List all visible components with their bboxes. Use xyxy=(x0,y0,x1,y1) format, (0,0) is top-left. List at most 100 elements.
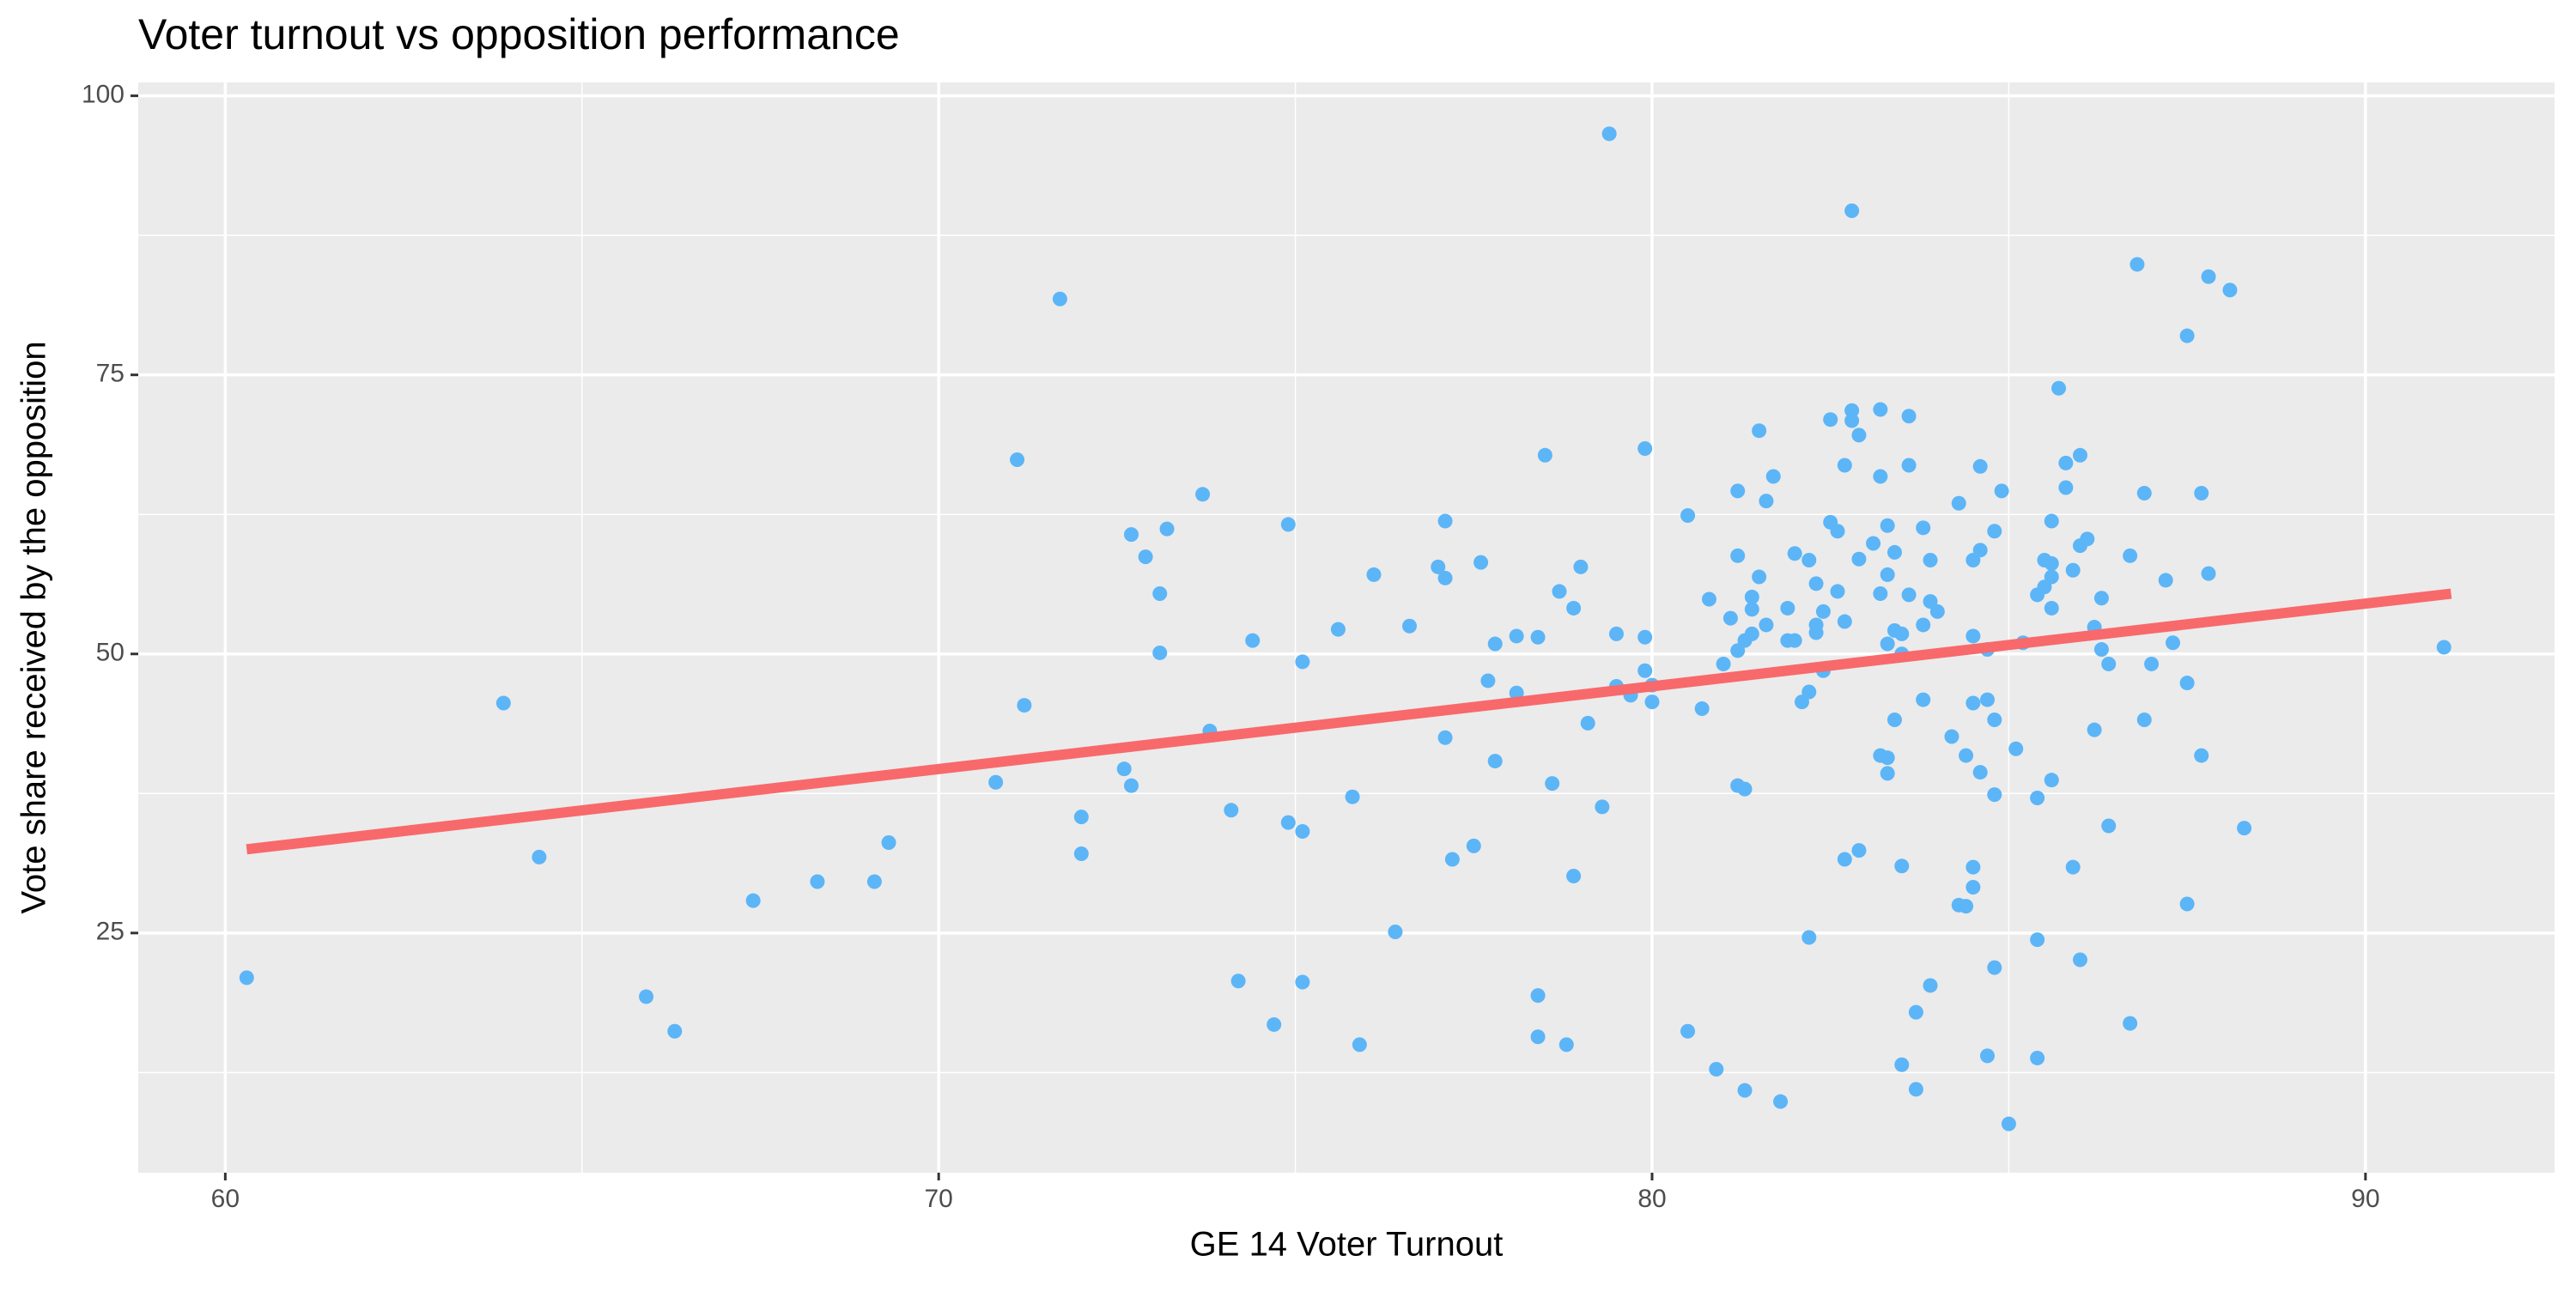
point xyxy=(1894,858,1910,874)
point xyxy=(1916,520,1931,536)
point xyxy=(1801,930,1817,945)
point xyxy=(1965,880,1981,895)
point xyxy=(1972,765,1988,780)
point xyxy=(2123,1016,2138,1031)
point xyxy=(1437,730,1453,745)
point xyxy=(1730,548,1746,563)
point xyxy=(1987,960,2002,975)
trend-line xyxy=(246,588,2452,855)
x-tick-label: 90 xyxy=(2351,1185,2379,1213)
point xyxy=(1744,589,1759,604)
point xyxy=(1402,618,1418,634)
point xyxy=(1765,469,1781,484)
point xyxy=(667,1023,683,1039)
point xyxy=(2136,712,2152,727)
point xyxy=(988,774,1004,790)
point xyxy=(2436,640,2451,655)
point xyxy=(2101,656,2117,671)
point xyxy=(1923,978,1938,993)
point xyxy=(1345,789,1360,804)
point xyxy=(1886,712,1902,727)
point xyxy=(1637,440,1653,456)
point xyxy=(2179,896,2195,912)
point xyxy=(1444,852,1460,867)
point xyxy=(1944,729,1959,744)
point xyxy=(1295,974,1310,990)
point xyxy=(1730,483,1746,499)
point xyxy=(1566,600,1582,616)
point xyxy=(1558,1037,1574,1052)
point xyxy=(2201,269,2216,284)
point xyxy=(1773,1094,1789,1109)
point xyxy=(1916,617,1931,633)
point xyxy=(1195,487,1211,502)
point xyxy=(1680,1023,1696,1039)
point xyxy=(1601,126,1617,142)
point xyxy=(2044,569,2059,585)
point xyxy=(1851,551,1867,567)
point xyxy=(1837,852,1852,867)
point xyxy=(1010,452,1025,468)
point xyxy=(2030,932,2045,948)
point xyxy=(1951,495,1966,511)
point xyxy=(1466,838,1481,853)
point xyxy=(1929,604,1945,619)
point xyxy=(639,989,654,1004)
point xyxy=(1124,778,1139,793)
point xyxy=(1480,673,1496,688)
point xyxy=(2194,748,2209,763)
point xyxy=(1752,569,1767,585)
point xyxy=(1680,508,1696,524)
point xyxy=(1595,799,1610,815)
point xyxy=(1487,754,1503,769)
point xyxy=(2136,486,2152,501)
point xyxy=(2093,591,2109,606)
point xyxy=(881,835,896,851)
point xyxy=(1224,803,1239,818)
point xyxy=(1722,610,1738,626)
point xyxy=(1437,513,1453,529)
point xyxy=(1152,645,1168,660)
point xyxy=(1637,663,1653,678)
point xyxy=(2087,722,2102,737)
point xyxy=(1880,567,1895,582)
point xyxy=(1437,570,1453,585)
point xyxy=(1017,698,1032,713)
point xyxy=(1844,403,1860,418)
point xyxy=(866,874,882,889)
point xyxy=(495,695,511,711)
point xyxy=(2073,447,2088,463)
point xyxy=(1580,715,1595,731)
point xyxy=(1737,1083,1753,1098)
point xyxy=(1851,843,1867,858)
point xyxy=(1873,586,1888,602)
point xyxy=(1295,654,1310,670)
point xyxy=(1509,628,1524,644)
x-tick-label: 70 xyxy=(924,1185,952,1213)
y-axis-title: Vote share received by the opposition xyxy=(15,341,53,913)
point xyxy=(1267,1016,1282,1032)
point xyxy=(745,893,761,908)
point xyxy=(1152,586,1168,602)
point xyxy=(1573,559,1589,574)
point xyxy=(2044,773,2059,788)
point xyxy=(1052,291,1067,306)
point xyxy=(1979,1048,1995,1064)
point xyxy=(2201,566,2216,581)
point xyxy=(1923,553,1938,568)
y-tick-label: 50 xyxy=(96,639,125,667)
x-axis-title: GE 14 Voter Turnout xyxy=(1190,1226,1504,1264)
point xyxy=(1815,604,1831,619)
point xyxy=(2044,513,2059,529)
point xyxy=(1124,527,1139,543)
point xyxy=(1801,553,1817,568)
point xyxy=(2008,741,2024,756)
point xyxy=(1894,626,1910,641)
point xyxy=(1787,546,1802,561)
point xyxy=(2073,952,2088,967)
point xyxy=(2001,1116,2016,1131)
point xyxy=(1808,617,1824,633)
point xyxy=(1530,1029,1546,1045)
